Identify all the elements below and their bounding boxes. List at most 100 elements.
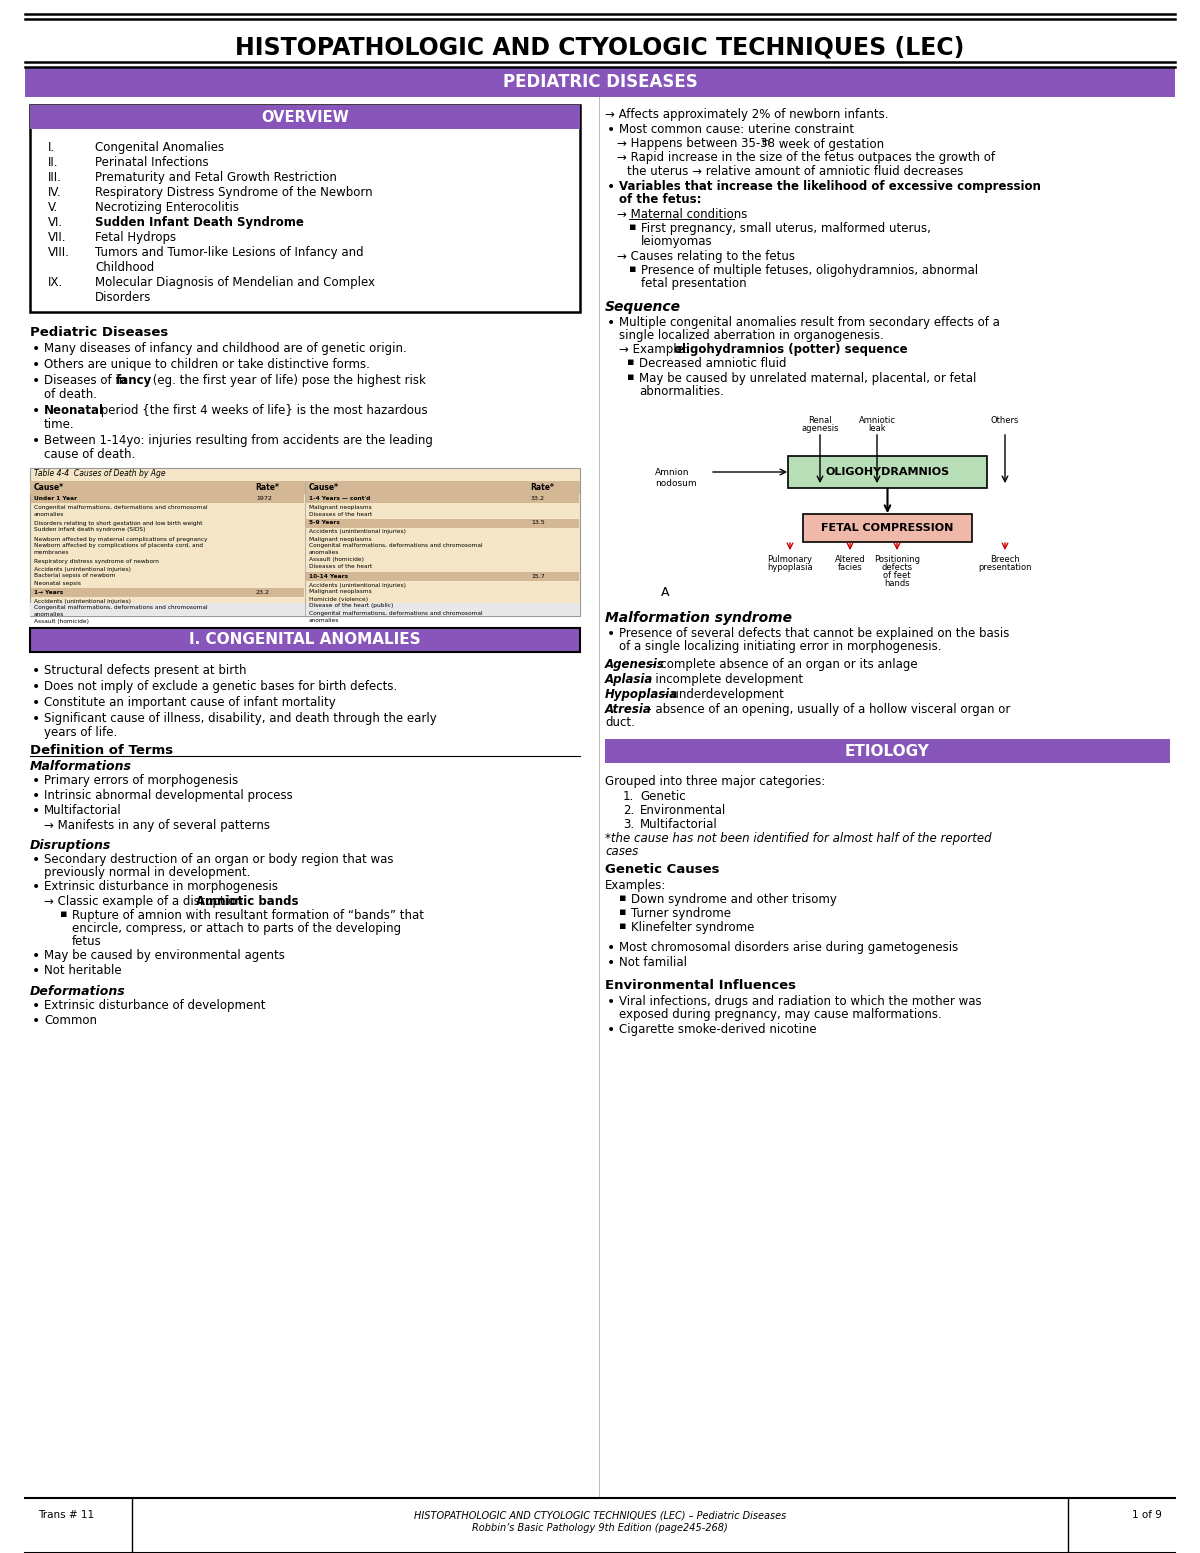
- Text: Respiratory Distress Syndrome of the Newborn: Respiratory Distress Syndrome of the New…: [95, 186, 373, 199]
- Text: •: •: [32, 359, 41, 373]
- Text: → Happens between 35-38: → Happens between 35-38: [617, 137, 775, 151]
- Text: → Rapid increase in the size of the fetus outpaces the growth of: → Rapid increase in the size of the fetu…: [617, 151, 995, 165]
- Text: Sudden infant death syndrome (SIDS): Sudden infant death syndrome (SIDS): [34, 528, 145, 533]
- FancyBboxPatch shape: [306, 572, 580, 581]
- Text: OLIGOHYDRAMNIOS: OLIGOHYDRAMNIOS: [826, 467, 949, 477]
- Text: PEDIATRIC DISEASES: PEDIATRIC DISEASES: [503, 73, 697, 92]
- Text: Others: Others: [991, 416, 1019, 426]
- Text: Environmental Influences: Environmental Influences: [605, 978, 796, 992]
- Text: th: th: [762, 138, 770, 148]
- Text: Accidents (unintentional injuries): Accidents (unintentional injuries): [310, 530, 406, 534]
- Text: hypoplasia: hypoplasia: [767, 564, 812, 572]
- Text: Congenital malformations, deformations and chromosomal: Congenital malformations, deformations a…: [310, 610, 482, 615]
- Text: Examples:: Examples:: [605, 879, 666, 891]
- Text: •: •: [607, 315, 616, 329]
- Text: leak: leak: [868, 424, 886, 433]
- Text: Amnion
nodosum: Amnion nodosum: [655, 469, 697, 488]
- Text: Intrinsic abnormal developmental process: Intrinsic abnormal developmental process: [44, 789, 293, 801]
- Text: → Causes relating to the fetus: → Causes relating to the fetus: [617, 250, 796, 262]
- Text: Extrinsic disturbance in morphogenesis: Extrinsic disturbance in morphogenesis: [44, 881, 278, 893]
- Text: anomalies: anomalies: [34, 511, 65, 517]
- Text: Grouped into three major categories:: Grouped into three major categories:: [605, 775, 826, 787]
- Text: ETIOLOGY: ETIOLOGY: [845, 744, 930, 758]
- Text: Malformation syndrome: Malformation syndrome: [605, 610, 792, 624]
- Text: •: •: [32, 433, 41, 447]
- Text: Disorders: Disorders: [95, 290, 151, 304]
- Text: •: •: [32, 881, 41, 895]
- Text: Turner syndrome: Turner syndrome: [631, 907, 731, 919]
- Text: VI.: VI.: [48, 216, 64, 228]
- Text: agenesis: agenesis: [802, 424, 839, 433]
- Text: Genetic Causes: Genetic Causes: [605, 863, 720, 876]
- Text: single localized aberration in organogenesis.: single localized aberration in organogen…: [619, 329, 883, 342]
- Text: facies: facies: [838, 564, 863, 572]
- Text: Accidents (unintentional injuries): Accidents (unintentional injuries): [310, 582, 406, 587]
- Text: Between 1-14yo: injuries resulting from accidents are the leading: Between 1-14yo: injuries resulting from …: [44, 433, 433, 447]
- Text: Amniotic bands: Amniotic bands: [196, 895, 299, 909]
- Text: Genetic: Genetic: [640, 790, 685, 803]
- Text: – absence of an opening, usually of a hollow visceral organ or: – absence of an opening, usually of a ho…: [642, 704, 1010, 716]
- FancyBboxPatch shape: [306, 519, 580, 528]
- Text: Down syndrome and other trisomy: Down syndrome and other trisomy: [631, 893, 836, 905]
- Text: First pregnancy, small uterus, malformed uterus,: First pregnancy, small uterus, malformed…: [641, 222, 931, 235]
- Text: Bacterial sepsis of newborn: Bacterial sepsis of newborn: [34, 573, 115, 579]
- Text: Not familial: Not familial: [619, 957, 686, 969]
- Text: ▪: ▪: [619, 921, 626, 930]
- Text: •: •: [32, 804, 41, 818]
- Text: hands: hands: [884, 579, 910, 589]
- Text: *the cause has not been identified for almost half of the reported: *the cause has not been identified for a…: [605, 832, 991, 845]
- Text: Rupture of amnion with resultant formation of “bands” that: Rupture of amnion with resultant formati…: [72, 909, 424, 922]
- Text: Assault (homicide): Assault (homicide): [34, 620, 89, 624]
- FancyBboxPatch shape: [803, 514, 972, 542]
- FancyBboxPatch shape: [30, 627, 580, 652]
- Text: ▪: ▪: [619, 907, 626, 916]
- Text: OVERVIEW: OVERVIEW: [262, 110, 349, 124]
- Text: fetal presentation: fetal presentation: [641, 276, 746, 290]
- Text: 23.2: 23.2: [256, 590, 270, 595]
- Text: 1-4 Years — cont'd: 1-4 Years — cont'd: [310, 495, 371, 500]
- Text: Multiple congenital anomalies result from secondary effects of a: Multiple congenital anomalies result fro…: [619, 315, 1000, 329]
- Text: •: •: [32, 404, 41, 418]
- Text: fetus: fetus: [72, 935, 102, 947]
- Text: fancy: fancy: [116, 374, 152, 387]
- Text: Significant cause of illness, disability, and death through the early: Significant cause of illness, disability…: [44, 711, 437, 725]
- Text: Diseases of the heart: Diseases of the heart: [310, 564, 372, 570]
- Text: exposed during pregnancy, may cause malformations.: exposed during pregnancy, may cause malf…: [619, 1008, 942, 1020]
- Text: •: •: [607, 627, 616, 641]
- Text: Multifactorial: Multifactorial: [640, 818, 718, 831]
- Text: Multifactorial: Multifactorial: [44, 804, 121, 817]
- Text: Deformations: Deformations: [30, 985, 126, 999]
- Text: presentation: presentation: [978, 564, 1032, 572]
- Text: previously normal in development.: previously normal in development.: [44, 867, 251, 879]
- Text: ▪: ▪: [60, 909, 67, 919]
- Text: the uterus → relative amount of amniotic fluid decreases: the uterus → relative amount of amniotic…: [628, 165, 964, 179]
- Text: •: •: [32, 342, 41, 356]
- FancyBboxPatch shape: [30, 106, 580, 312]
- Text: •: •: [607, 1023, 616, 1037]
- Text: •: •: [32, 1014, 41, 1028]
- Text: Prematurity and Fetal Growth Restriction: Prematurity and Fetal Growth Restriction: [95, 171, 337, 183]
- Text: I. CONGENITAL ANOMALIES: I. CONGENITAL ANOMALIES: [190, 632, 421, 648]
- Text: •: •: [32, 374, 41, 388]
- Text: Table 4-4  Causes of Death by Age: Table 4-4 Causes of Death by Age: [34, 469, 166, 478]
- Text: •: •: [607, 180, 616, 194]
- Text: Malignant neoplasms: Malignant neoplasms: [310, 590, 372, 595]
- FancyBboxPatch shape: [30, 603, 580, 617]
- FancyBboxPatch shape: [31, 494, 304, 503]
- Text: Variables that increase the likelihood of excessive compression: Variables that increase the likelihood o…: [619, 180, 1040, 193]
- Text: Rate*: Rate*: [256, 483, 278, 491]
- Text: 1.: 1.: [623, 790, 635, 803]
- Text: 1→ Years: 1→ Years: [34, 590, 64, 595]
- Text: •: •: [607, 123, 616, 137]
- Text: ▪: ▪: [619, 893, 626, 902]
- Text: → Example:: → Example:: [619, 343, 691, 356]
- Text: cause of death.: cause of death.: [44, 447, 136, 461]
- Text: → Classic example of a disruption:: → Classic example of a disruption:: [44, 895, 251, 909]
- Text: •: •: [32, 999, 41, 1013]
- Text: Fetal Hydrops: Fetal Hydrops: [95, 231, 176, 244]
- Text: of feet: of feet: [883, 572, 911, 579]
- Text: Diseases of the heart: Diseases of the heart: [310, 511, 372, 517]
- Text: Newborn affected by maternal complications of pregnancy: Newborn affected by maternal complicatio…: [34, 536, 208, 542]
- Text: Disorders relating to short gestation and low birth weight: Disorders relating to short gestation an…: [34, 520, 203, 525]
- Text: Malformations: Malformations: [30, 759, 132, 773]
